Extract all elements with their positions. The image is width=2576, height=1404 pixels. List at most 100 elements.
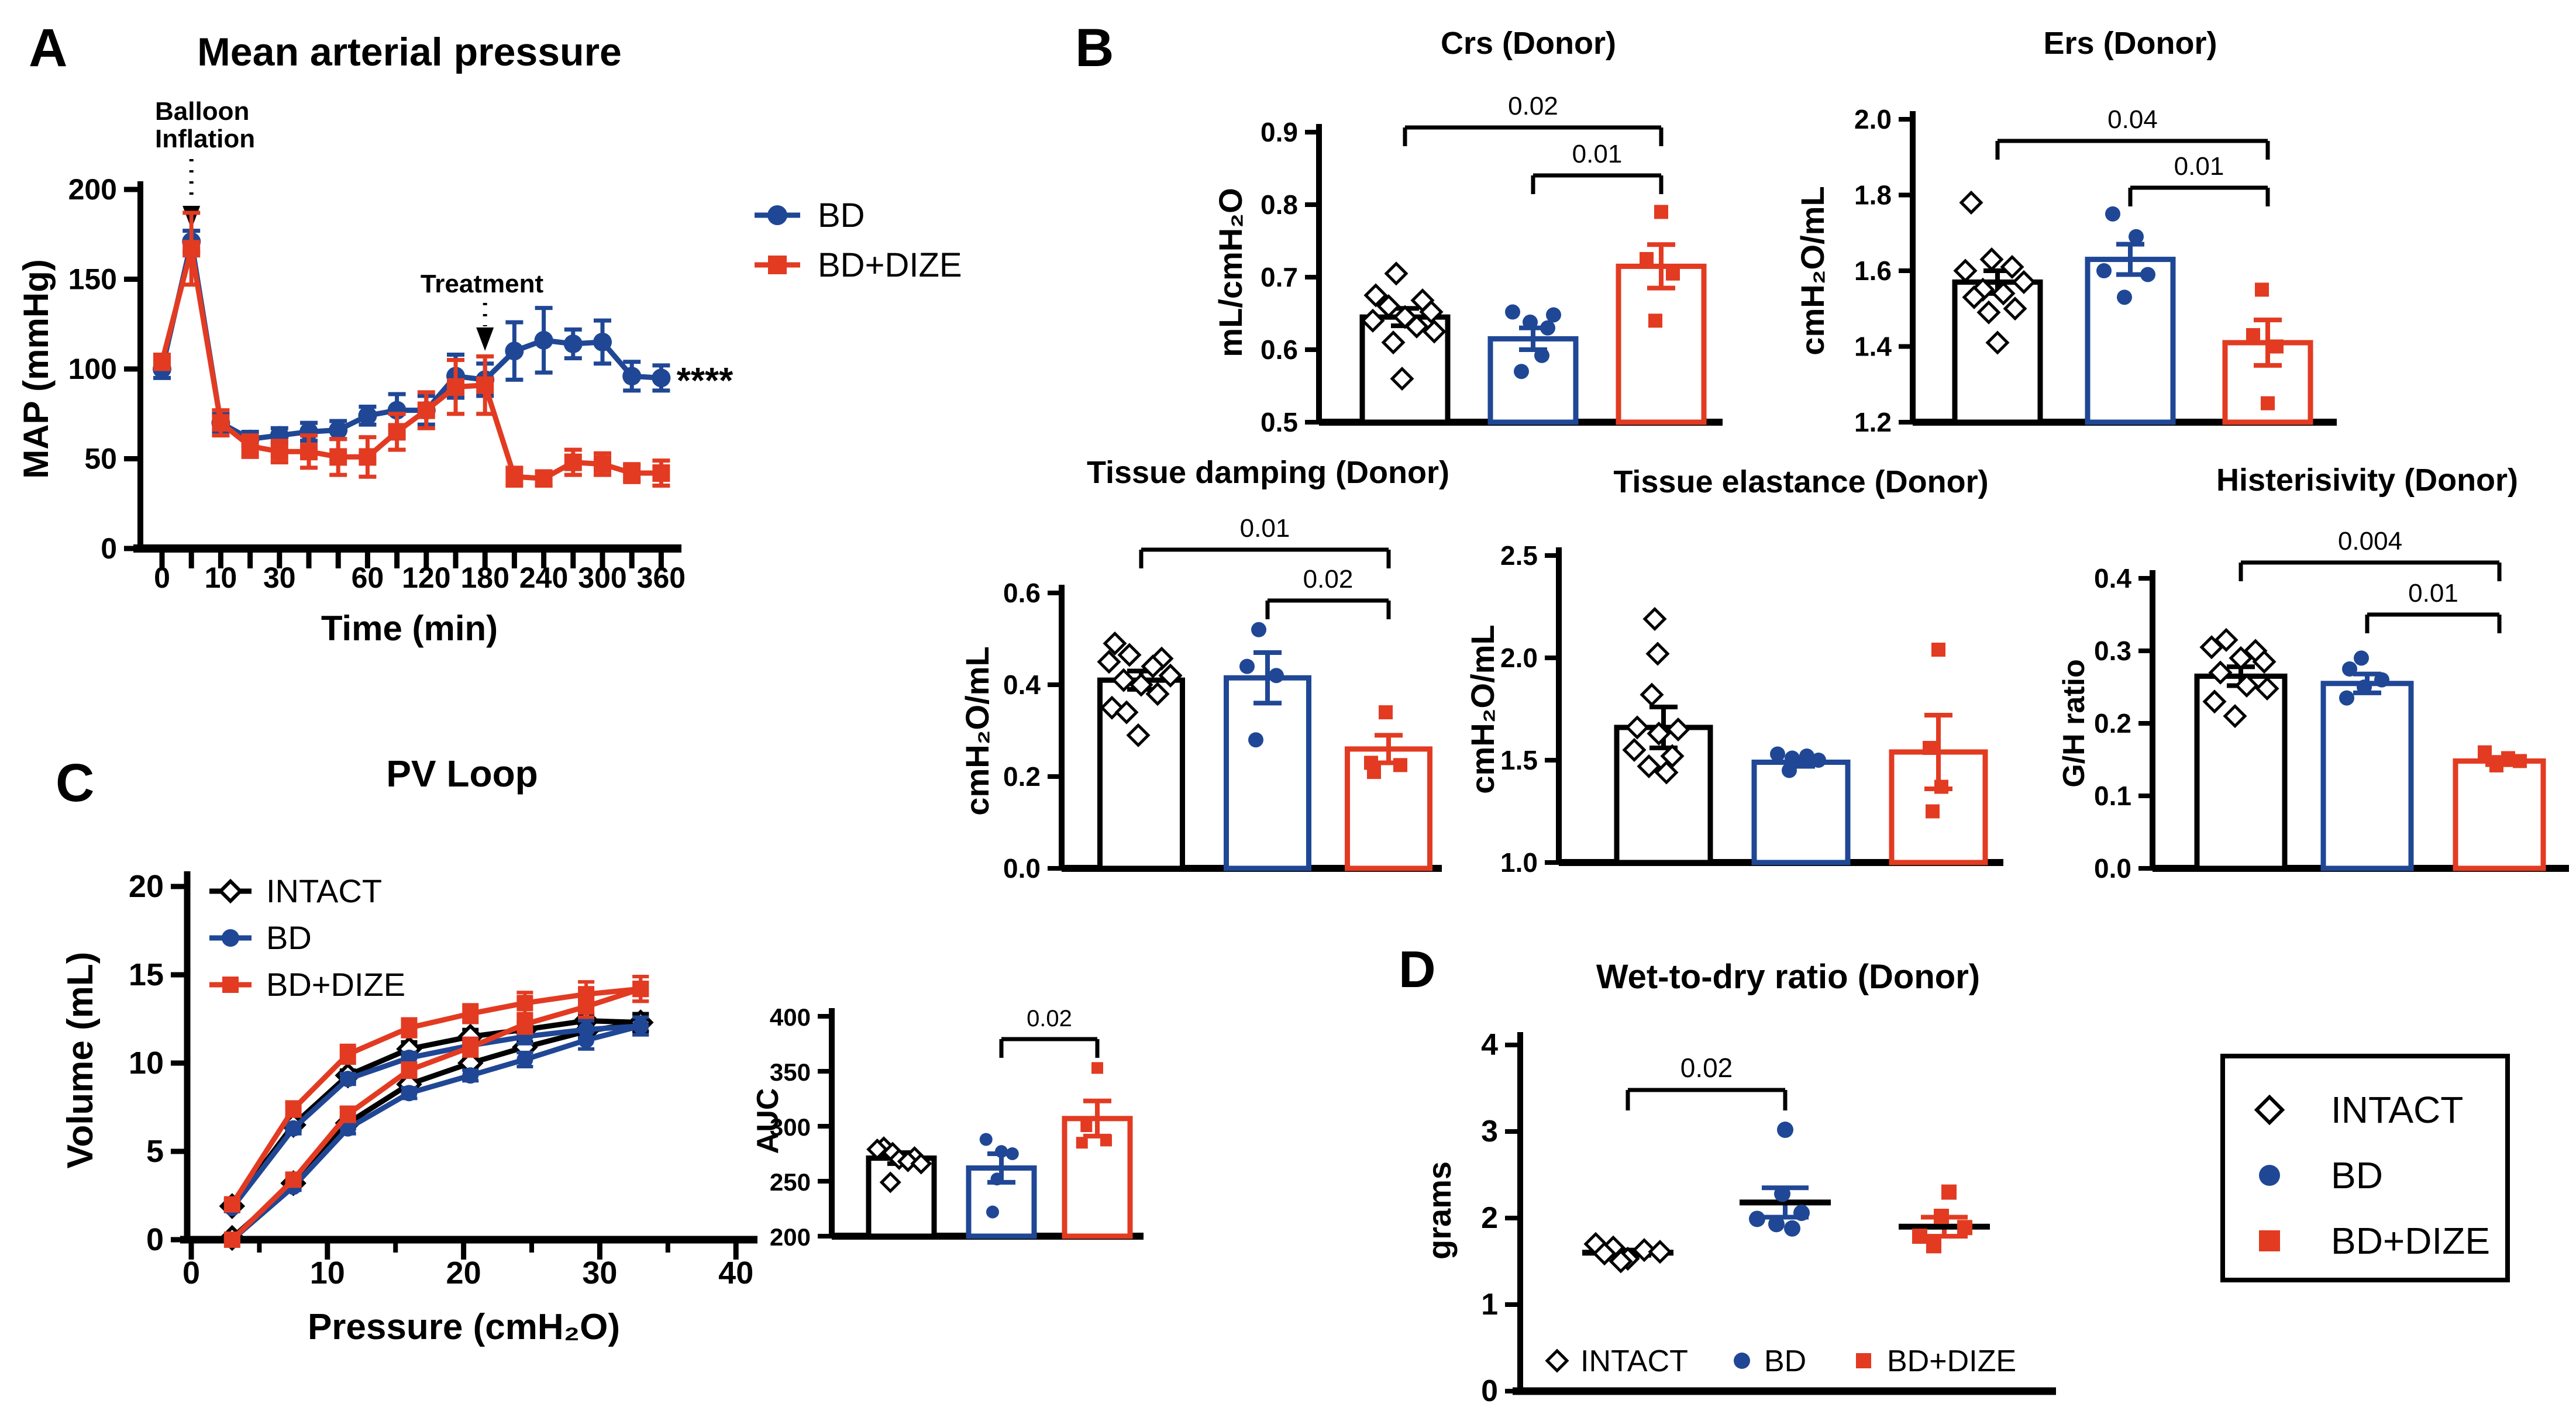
marker-diamond (2199, 635, 2224, 660)
marker-square (2270, 339, 2284, 354)
significance-bracket: 0.02 (1626, 1053, 1788, 1110)
marker-square (1856, 1353, 1871, 1368)
marker-circle (1785, 750, 1800, 766)
p-value: 0.01 (1240, 514, 1290, 543)
chart-elastance: 1.0 1.5 2.0 2.5 Tissue elastance (Donor) cmH₂… (1464, 464, 2003, 878)
marker-circle (534, 330, 553, 350)
significance-bracket: 0.02 (999, 1006, 1100, 1058)
marker-diamond (1640, 682, 1664, 707)
label: Balloon (155, 97, 249, 126)
marker-circle (1768, 1216, 1785, 1233)
bar (1224, 675, 1311, 871)
p-value: 0.04 (2107, 105, 2158, 134)
treatment-annotation: Treatment (421, 270, 543, 351)
marker-circle (2374, 672, 2389, 688)
marker-diamond (2000, 254, 2024, 280)
p-value: 0.02 (1680, 1053, 1733, 1083)
marker-circle (652, 368, 671, 388)
panel-label-c: C (56, 753, 94, 813)
marker-diamond (1422, 319, 1447, 344)
y-tick-label: 1.8 (1854, 180, 1892, 211)
chart-map: A Mean arterial pressure 0 50 100 150 200 0 10 30… (16, 18, 962, 648)
marker-diamond (1592, 1241, 1617, 1266)
marker-square (2489, 758, 2503, 772)
marker-circle (2342, 661, 2357, 677)
marker-square (1941, 1184, 1957, 1200)
chart-wetdry: D Wet-to-dry ratio (Donor) 0 1 2 3 4 grams 0.02 I… (1399, 940, 2056, 1404)
x-axis-label: Pressure (cmH₂O) (308, 1307, 620, 1347)
marker-square (1640, 252, 1654, 266)
marker-square (270, 443, 288, 461)
y-tick-label: 0.4 (1003, 670, 1041, 700)
marker-diamond (1545, 1348, 1569, 1373)
series-line (159, 248, 662, 481)
y-axis-label: mL/cmH₂O (1212, 188, 1249, 357)
marker-circle (593, 332, 612, 351)
marker-diamond (1959, 190, 1983, 215)
x-tick-label: 180 (460, 561, 509, 594)
series-line (230, 1023, 641, 1210)
marker-diamond (1962, 285, 1986, 309)
marker-circle (1793, 1205, 1810, 1222)
legend-label: BD (818, 196, 865, 234)
y-tick-label: 0.2 (2094, 708, 2131, 739)
y-axis-label: cmH₂O/mL (1464, 625, 1501, 794)
x-tick-label: 10 (205, 561, 237, 594)
marker-diamond (1363, 283, 1388, 308)
marker-circle (1777, 1122, 1793, 1139)
marker-diamond (1381, 330, 1406, 355)
marker-diamond (1625, 715, 1649, 740)
y-tick-label: 0.6 (1003, 578, 1041, 608)
marker-square (535, 470, 553, 488)
bar-group-BD (966, 1133, 1037, 1239)
marker-square (462, 1039, 479, 1055)
marker-diamond (1991, 281, 2016, 306)
marker-square (153, 353, 171, 371)
marker-square (1379, 705, 1393, 720)
marker-diamond (1390, 367, 1414, 391)
legend-label: INTACT (2331, 1089, 2463, 1131)
marker-diamond (1637, 754, 1661, 779)
chart-damping: 0.0 0.2 0.4 0.6 0.01 0.02 Tissue damping (Dono… (959, 455, 1449, 884)
legend-label: INTACT (266, 872, 382, 909)
marker-square (1666, 266, 1680, 281)
y-tick-label: 1.5 (1500, 745, 1538, 775)
marker-circle (995, 1145, 1008, 1158)
legend-label: BD (2331, 1154, 2383, 1196)
y-tick-label: 0.0 (1003, 853, 1041, 884)
marker-diamond (1953, 258, 1978, 283)
legend-label: BD+DIZE (1887, 1344, 2016, 1378)
marker-square (339, 1106, 356, 1123)
marker-square (285, 1101, 302, 1117)
error-bar (2254, 318, 2282, 368)
marker-circle (1534, 347, 1549, 363)
significance-bracket: 0.02 (1265, 565, 1391, 619)
marker-square (1957, 1220, 1972, 1236)
error-bar (1253, 650, 1282, 706)
y-axis-label: Volume (mL) (60, 952, 101, 1169)
y-axis-label: G/H ratio (2057, 659, 2091, 788)
bar (2320, 681, 2414, 871)
marker-circle (285, 1120, 302, 1137)
series-line (159, 241, 662, 442)
series-line (230, 986, 641, 1206)
marker-diamond (1111, 668, 1136, 692)
marker-square (2255, 282, 2269, 297)
y-tick-label: 0.2 (1003, 761, 1041, 792)
marker-circle (1782, 763, 1797, 778)
marker-diamond (1654, 760, 1679, 785)
y-tick-label: 200 (68, 173, 117, 206)
marker-diamond (2012, 270, 2036, 294)
panel-label-a: A (29, 18, 67, 78)
chart-auc: 200 250 300 350 400 0.02 AUC (751, 1003, 1144, 1251)
chart-title: Wet-to-dry ratio (Donor) (1596, 958, 1980, 996)
marker-circle (1749, 1210, 1765, 1227)
marker-circle (2357, 679, 2372, 695)
y-tick-label: 400 (770, 1003, 811, 1031)
marker-square (516, 1016, 533, 1033)
marker-circle (1540, 320, 1555, 336)
marker-diamond (2234, 673, 2259, 698)
marker-square (1926, 1238, 1941, 1254)
marker-square (2513, 754, 2527, 768)
